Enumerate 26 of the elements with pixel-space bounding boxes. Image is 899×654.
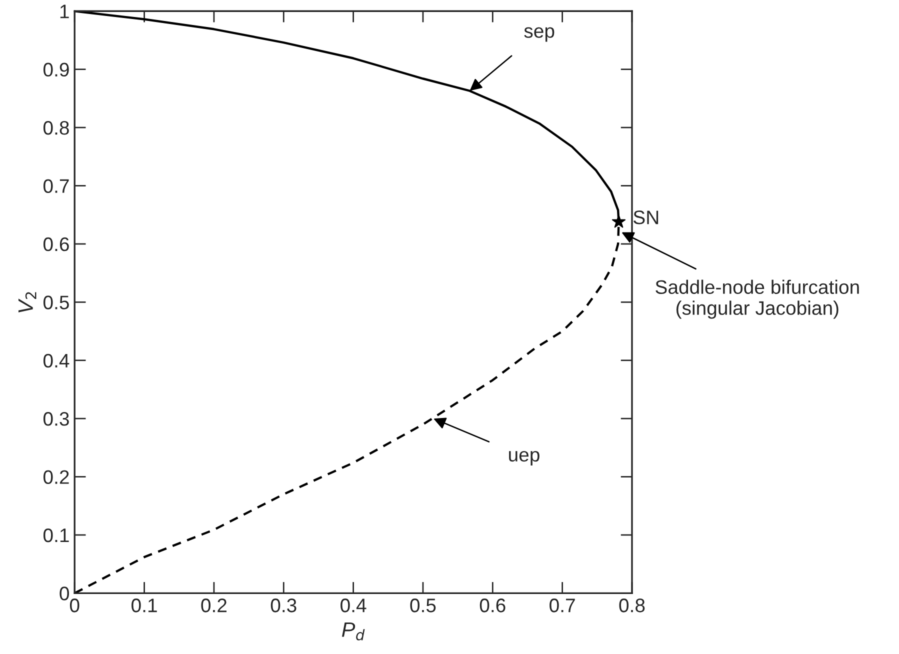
- x-tick-label: 0.3: [270, 598, 296, 612]
- y-tick-label: 0.7: [43, 179, 69, 193]
- annotation: uep: [509, 450, 540, 466]
- x-tick-label: 0: [70, 598, 80, 612]
- y-tick-label: 0.6: [43, 237, 69, 252]
- y-tick-label: 0.1: [43, 528, 69, 542]
- x-axis-title: P$_{d}$: [342, 622, 365, 640]
- x-tick-label: 0.6: [480, 598, 506, 612]
- y-tick-label: 0.2: [43, 470, 69, 484]
- annotation: Saddle-node bifurcation (singular Jacobian): [656, 280, 859, 319]
- y-tick-label: 0.4: [43, 354, 70, 368]
- y-axis-title: V$_{2}$: [18, 292, 36, 312]
- x-tick-label: 0.5: [410, 598, 436, 612]
- x-tick-label: 0.1: [132, 598, 157, 612]
- x-tick-label: 0.4: [340, 598, 366, 612]
- y-tick-label: 1: [60, 4, 69, 18]
- x-tick-label: 0.2: [201, 598, 226, 612]
- x-tick-label: 0.8: [619, 598, 645, 612]
- y-tick-label: 0.5: [43, 296, 69, 310]
- y-tick-label: 0.8: [43, 121, 69, 135]
- x-tick-label: 0.7: [550, 598, 575, 612]
- y-tick-label: 0: [60, 586, 69, 600]
- y-tick-label: 0.9: [43, 62, 69, 77]
- annotation: sep: [524, 27, 554, 42]
- series-label: SN: [634, 210, 658, 224]
- y-tick-label: 0.3: [43, 412, 69, 426]
